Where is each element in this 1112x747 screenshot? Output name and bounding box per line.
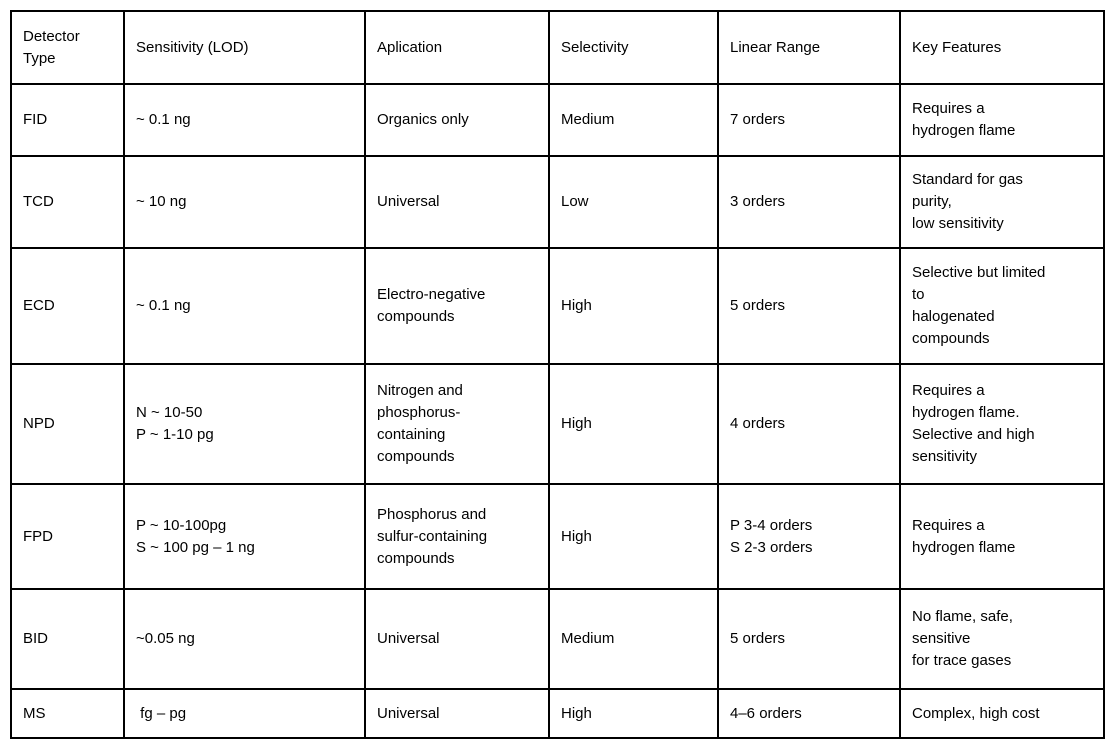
cell-application: Universal: [364, 155, 550, 249]
cell-detector-type: TCD: [10, 155, 125, 249]
cell-sensitivity: ~ 10 ng: [123, 155, 366, 249]
cell-sensitivity: P ~ 10-100pg S ~ 100 pg – 1 ng: [123, 483, 366, 590]
cell-application: Organics only: [364, 83, 550, 157]
cell-linear-range: P 3-4 orders S 2-3 orders: [717, 483, 901, 590]
cell-application: Nitrogen and phosphorus- containing comp…: [364, 363, 550, 485]
cell-key-features: No flame, safe, sensitive for trace gase…: [899, 588, 1105, 690]
cell-selectivity: High: [548, 483, 719, 590]
table-row-tcd: TCD ~ 10 ng Universal Low 3 orders Stand…: [10, 155, 1105, 249]
cell-key-features: Requires a hydrogen flame: [899, 83, 1105, 157]
cell-linear-range: 4–6 orders: [717, 688, 901, 739]
cell-linear-range: 5 orders: [717, 247, 901, 365]
table-row-fid: FID ~ 0.1 ng Organics only Medium 7 orde…: [10, 83, 1105, 157]
cell-selectivity: Medium: [548, 588, 719, 690]
cell-detector-type: NPD: [10, 363, 125, 485]
cell-detector-type: BID: [10, 588, 125, 690]
table-row-fpd: FPD P ~ 10-100pg S ~ 100 pg – 1 ng Phosp…: [10, 483, 1105, 590]
table-row-ecd: ECD ~ 0.1 ng Electro-negative compounds …: [10, 247, 1105, 365]
cell-sensitivity: ~ 0.1 ng: [123, 247, 366, 365]
cell-linear-range: 5 orders: [717, 588, 901, 690]
cell-linear-range: 7 orders: [717, 83, 901, 157]
cell-selectivity: Low: [548, 155, 719, 249]
header-linear-range: Linear Range: [717, 10, 901, 85]
cell-detector-type: ECD: [10, 247, 125, 365]
cell-selectivity: Medium: [548, 83, 719, 157]
header-sensitivity: Sensitivity (LOD): [123, 10, 366, 85]
cell-linear-range: 4 orders: [717, 363, 901, 485]
cell-application: Universal: [364, 688, 550, 739]
cell-key-features: Requires a hydrogen flame. Selective and…: [899, 363, 1105, 485]
cell-key-features: Complex, high cost: [899, 688, 1105, 739]
header-key-features: Key Features: [899, 10, 1105, 85]
cell-key-features: Requires a hydrogen flame: [899, 483, 1105, 590]
header-selectivity: Selectivity: [548, 10, 719, 85]
cell-key-features: Standard for gas purity, low sensitivity: [899, 155, 1105, 249]
cell-selectivity: High: [548, 247, 719, 365]
cell-application: Electro-negative compounds: [364, 247, 550, 365]
detector-comparison-table: Detector Type Sensitivity (LOD) Aplicati…: [10, 10, 1105, 739]
cell-detector-type: MS: [10, 688, 125, 739]
table-row-bid: BID ~0.05 ng Universal Medium 5 orders N…: [10, 588, 1105, 690]
header-application: Aplication: [364, 10, 550, 85]
cell-sensitivity: fg – pg: [123, 688, 366, 739]
cell-sensitivity: N ~ 10-50 P ~ 1-10 pg: [123, 363, 366, 485]
cell-sensitivity: ~0.05 ng: [123, 588, 366, 690]
table-row-npd: NPD N ~ 10-50 P ~ 1-10 pg Nitrogen and p…: [10, 363, 1105, 485]
cell-application: Universal: [364, 588, 550, 690]
cell-selectivity: High: [548, 688, 719, 739]
cell-linear-range: 3 orders: [717, 155, 901, 249]
cell-detector-type: FID: [10, 83, 125, 157]
cell-detector-type: FPD: [10, 483, 125, 590]
cell-application: Phosphorus and sulfur-containing compoun…: [364, 483, 550, 590]
header-detector-type: Detector Type: [10, 10, 125, 85]
cell-sensitivity: ~ 0.1 ng: [123, 83, 366, 157]
cell-selectivity: High: [548, 363, 719, 485]
header-row: Detector Type Sensitivity (LOD) Aplicati…: [10, 10, 1105, 85]
cell-key-features: Selective but limited to halogenated com…: [899, 247, 1105, 365]
table-row-ms: MS fg – pg Universal High 4–6 orders Com…: [10, 688, 1105, 739]
